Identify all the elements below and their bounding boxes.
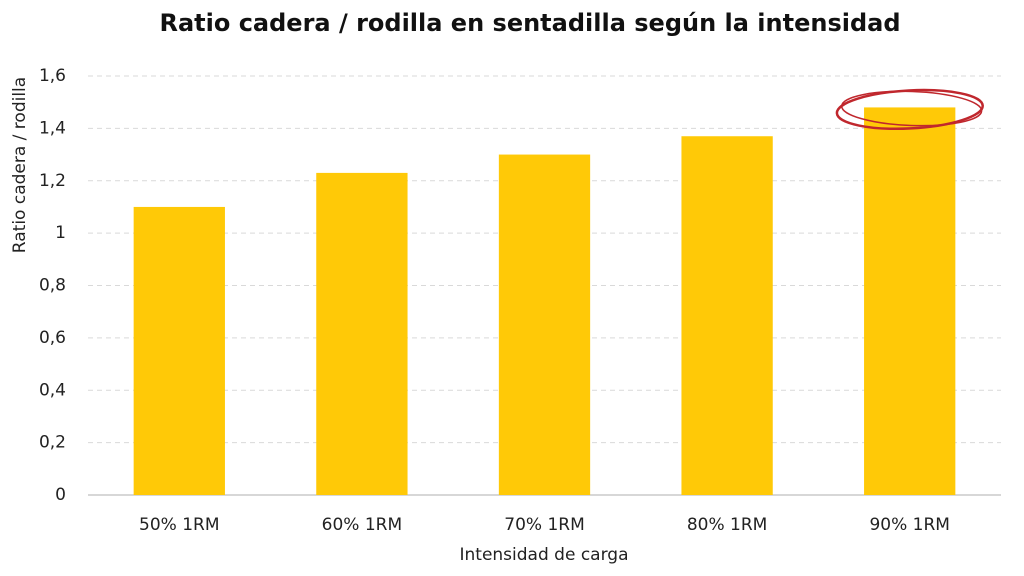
y-tick-label: 1,2: [39, 171, 66, 191]
bar: [498, 154, 591, 495]
y-axis-label: Ratio cadera / rodilla: [10, 77, 30, 253]
y-tick-label: 0,4: [39, 380, 66, 400]
y-tick-label: 1: [55, 223, 66, 243]
y-tick-label: 0,6: [39, 328, 66, 348]
y-tick-label: 0,8: [39, 276, 66, 296]
x-tick-label: 50% 1RM: [139, 515, 219, 535]
bar: [864, 107, 956, 496]
chart-title: Ratio cadera / rodilla en sentadilla seg…: [159, 9, 900, 37]
highlight-circle: [835, 88, 984, 131]
bar: [681, 136, 773, 495]
y-tick-label: 1,6: [39, 66, 66, 86]
y-tick-label: 0,2: [39, 433, 66, 453]
bar: [133, 206, 225, 495]
x-tick-label: 70% 1RM: [504, 515, 584, 535]
x-tick-label: 90% 1RM: [869, 515, 949, 535]
y-tick-label: 0: [55, 485, 66, 505]
x-tick-label: 60% 1RM: [322, 515, 402, 535]
highlight-circle: [840, 90, 983, 127]
x-axis-label: Intensidad de carga: [460, 545, 629, 565]
y-tick-label: 1,4: [39, 118, 66, 138]
x-tick-label: 80% 1RM: [687, 515, 767, 535]
bar: [316, 172, 408, 496]
